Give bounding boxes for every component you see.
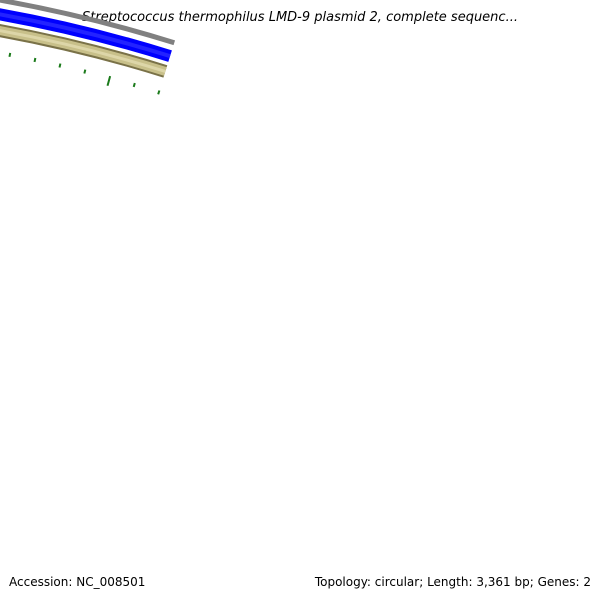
tick-marks: [8, 52, 161, 95]
map-tracks: [0, 0, 176, 78]
topology-label: Topology: circular; Length: 3,361 bp; Ge…: [314, 575, 591, 589]
inner-tick: [58, 63, 62, 68]
inner-tick: [132, 82, 136, 88]
inner-tick: [157, 90, 161, 95]
accession-label: Accession: NC_008501: [9, 575, 146, 589]
map-title: Streptococcus thermophilus LMD-9 plasmid…: [82, 10, 518, 25]
inner-tick: [8, 52, 12, 58]
inner-tick: [106, 75, 112, 87]
inner-tick: [33, 57, 37, 63]
inner-tick: [83, 69, 87, 74]
